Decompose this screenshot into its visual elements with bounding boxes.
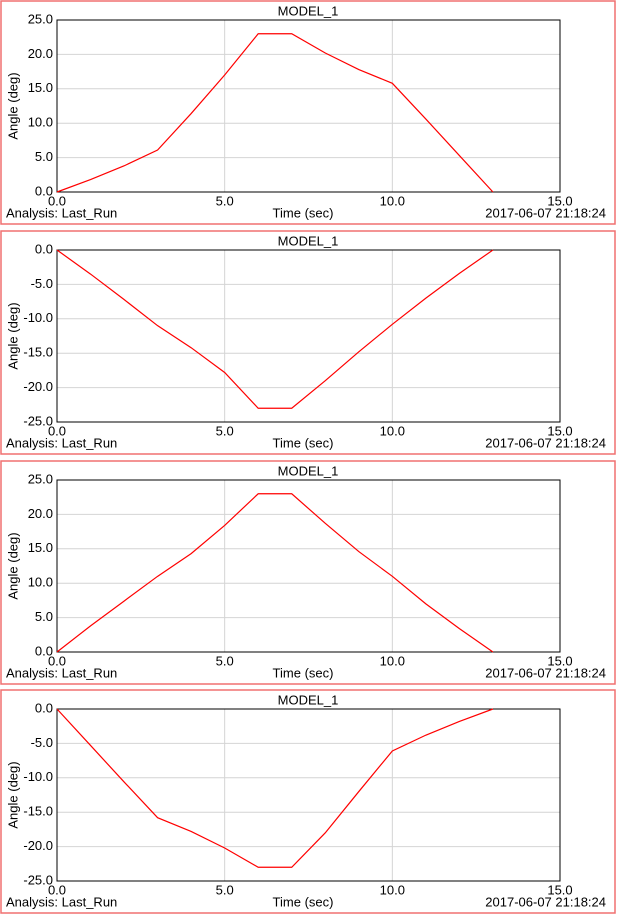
- y-tick-label: -20.0: [23, 838, 53, 853]
- analysis-label: Analysis: Last_Run: [6, 205, 117, 220]
- panel-border: [0, 0, 616, 225]
- y-tick-label: -15.0: [23, 804, 53, 819]
- data-line: [56, 708, 494, 868]
- y-tick-label: 10.0: [28, 575, 53, 590]
- plot-frame: [56, 708, 561, 882]
- data-line: [56, 33, 494, 193]
- x-tick-label: 0.0: [48, 653, 66, 668]
- x-tick-label: 5.0: [216, 423, 234, 438]
- y-tick-label: 0.0: [35, 241, 53, 256]
- y-axis-label: Angle (deg): [5, 72, 20, 139]
- x-tick-label: 15.0: [547, 423, 572, 438]
- x-axis-label: Time (sec): [273, 665, 334, 680]
- x-axis-label: Time (sec): [273, 205, 334, 220]
- y-axis-label: Angle (deg): [5, 761, 20, 828]
- x-tick-label: 10.0: [380, 882, 405, 897]
- x-tick-label: 0.0: [48, 882, 66, 897]
- x-tick-label: 5.0: [216, 882, 234, 897]
- panel-border: [0, 689, 616, 914]
- y-tick-label: 15.0: [28, 80, 53, 95]
- plot-frame: [56, 479, 561, 653]
- y-tick-label: 0.0: [35, 183, 53, 198]
- y-tick-label: 20.0: [28, 506, 53, 521]
- panel-border: [0, 230, 616, 455]
- data-line: [56, 493, 494, 653]
- y-tick-label: -5.0: [31, 276, 53, 291]
- y-tick-label: 20.0: [28, 46, 53, 61]
- y-axis-label: Angle (deg): [5, 532, 20, 599]
- y-tick-label: 25.0: [28, 11, 53, 26]
- y-tick-label: -15.0: [23, 345, 53, 360]
- plot-frame: [56, 19, 561, 193]
- x-tick-label: 15.0: [547, 653, 572, 668]
- plot-frame: [56, 249, 561, 423]
- y-tick-label: 25.0: [28, 471, 53, 486]
- y-tick-label: 0.0: [35, 700, 53, 715]
- y-tick-label: -5.0: [31, 735, 53, 750]
- chart-title: MODEL_1: [278, 692, 339, 707]
- analysis-label: Analysis: Last_Run: [6, 435, 117, 450]
- x-axis-label: Time (sec): [273, 435, 334, 450]
- chart-title: MODEL_1: [278, 463, 339, 478]
- y-tick-label: 10.0: [28, 115, 53, 130]
- y-tick-label: 5.0: [35, 149, 53, 164]
- x-tick-label: 5.0: [216, 193, 234, 208]
- x-tick-label: 10.0: [380, 193, 405, 208]
- y-tick-label: 0.0: [35, 643, 53, 658]
- x-tick-label: 15.0: [547, 193, 572, 208]
- x-axis-label: Time (sec): [273, 894, 334, 909]
- y-tick-label: -25.0: [23, 872, 53, 887]
- y-tick-label: -10.0: [23, 310, 53, 325]
- x-tick-label: 0.0: [48, 193, 66, 208]
- y-tick-label: -25.0: [23, 413, 53, 428]
- chart-title: MODEL_1: [278, 3, 339, 18]
- y-axis-label: Angle (deg): [5, 302, 20, 369]
- analysis-label: Analysis: Last_Run: [6, 894, 117, 909]
- panel-border: [0, 460, 616, 685]
- timestamp: 2017-06-07 21:18:24: [485, 665, 606, 680]
- analysis-label: Analysis: Last_Run: [6, 665, 117, 680]
- timestamp: 2017-06-07 21:18:24: [485, 894, 606, 909]
- y-tick-label: 5.0: [35, 609, 53, 624]
- chart-title: MODEL_1: [278, 233, 339, 248]
- x-tick-label: 10.0: [380, 653, 405, 668]
- x-tick-label: 0.0: [48, 423, 66, 438]
- y-tick-label: -20.0: [23, 379, 53, 394]
- x-tick-label: 10.0: [380, 423, 405, 438]
- timestamp: 2017-06-07 21:18:24: [485, 435, 606, 450]
- y-tick-label: -10.0: [23, 769, 53, 784]
- x-tick-label: 15.0: [547, 882, 572, 897]
- data-line: [56, 249, 494, 409]
- x-tick-label: 5.0: [216, 653, 234, 668]
- timestamp: 2017-06-07 21:18:24: [485, 205, 606, 220]
- y-tick-label: 15.0: [28, 540, 53, 555]
